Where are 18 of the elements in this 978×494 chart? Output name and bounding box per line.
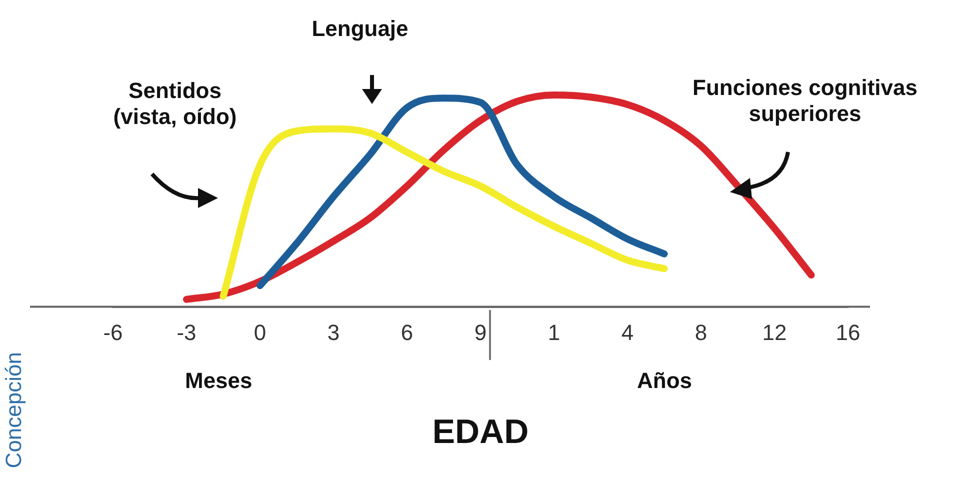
x-tick-label: 0 <box>254 320 266 346</box>
x-tick-label: 16 <box>836 320 860 346</box>
x-tick-label: 4 <box>621 320 634 346</box>
x-tick-label: 3 <box>327 320 340 346</box>
x-tick-label: -6 <box>103 320 123 346</box>
text: Lenguaje <box>310 16 410 42</box>
x-tick-label: 8 <box>694 320 708 346</box>
text: Concepción <box>1 352 26 468</box>
x-tick-label: 6 <box>400 320 414 346</box>
x-tick-label: 12 <box>762 320 787 346</box>
text: Años <box>637 368 692 394</box>
x-tick-label: -3 <box>176 320 196 346</box>
series-label: Sentidos (vista, oído) <box>112 78 238 130</box>
x-axis-title: EDAD <box>432 412 529 451</box>
x-tick-label: 1 <box>548 320 560 346</box>
series-label: Funciones cognitivas superiores <box>692 75 918 127</box>
text: Meses <box>185 368 252 394</box>
x-tick-label: 9 <box>474 320 487 346</box>
